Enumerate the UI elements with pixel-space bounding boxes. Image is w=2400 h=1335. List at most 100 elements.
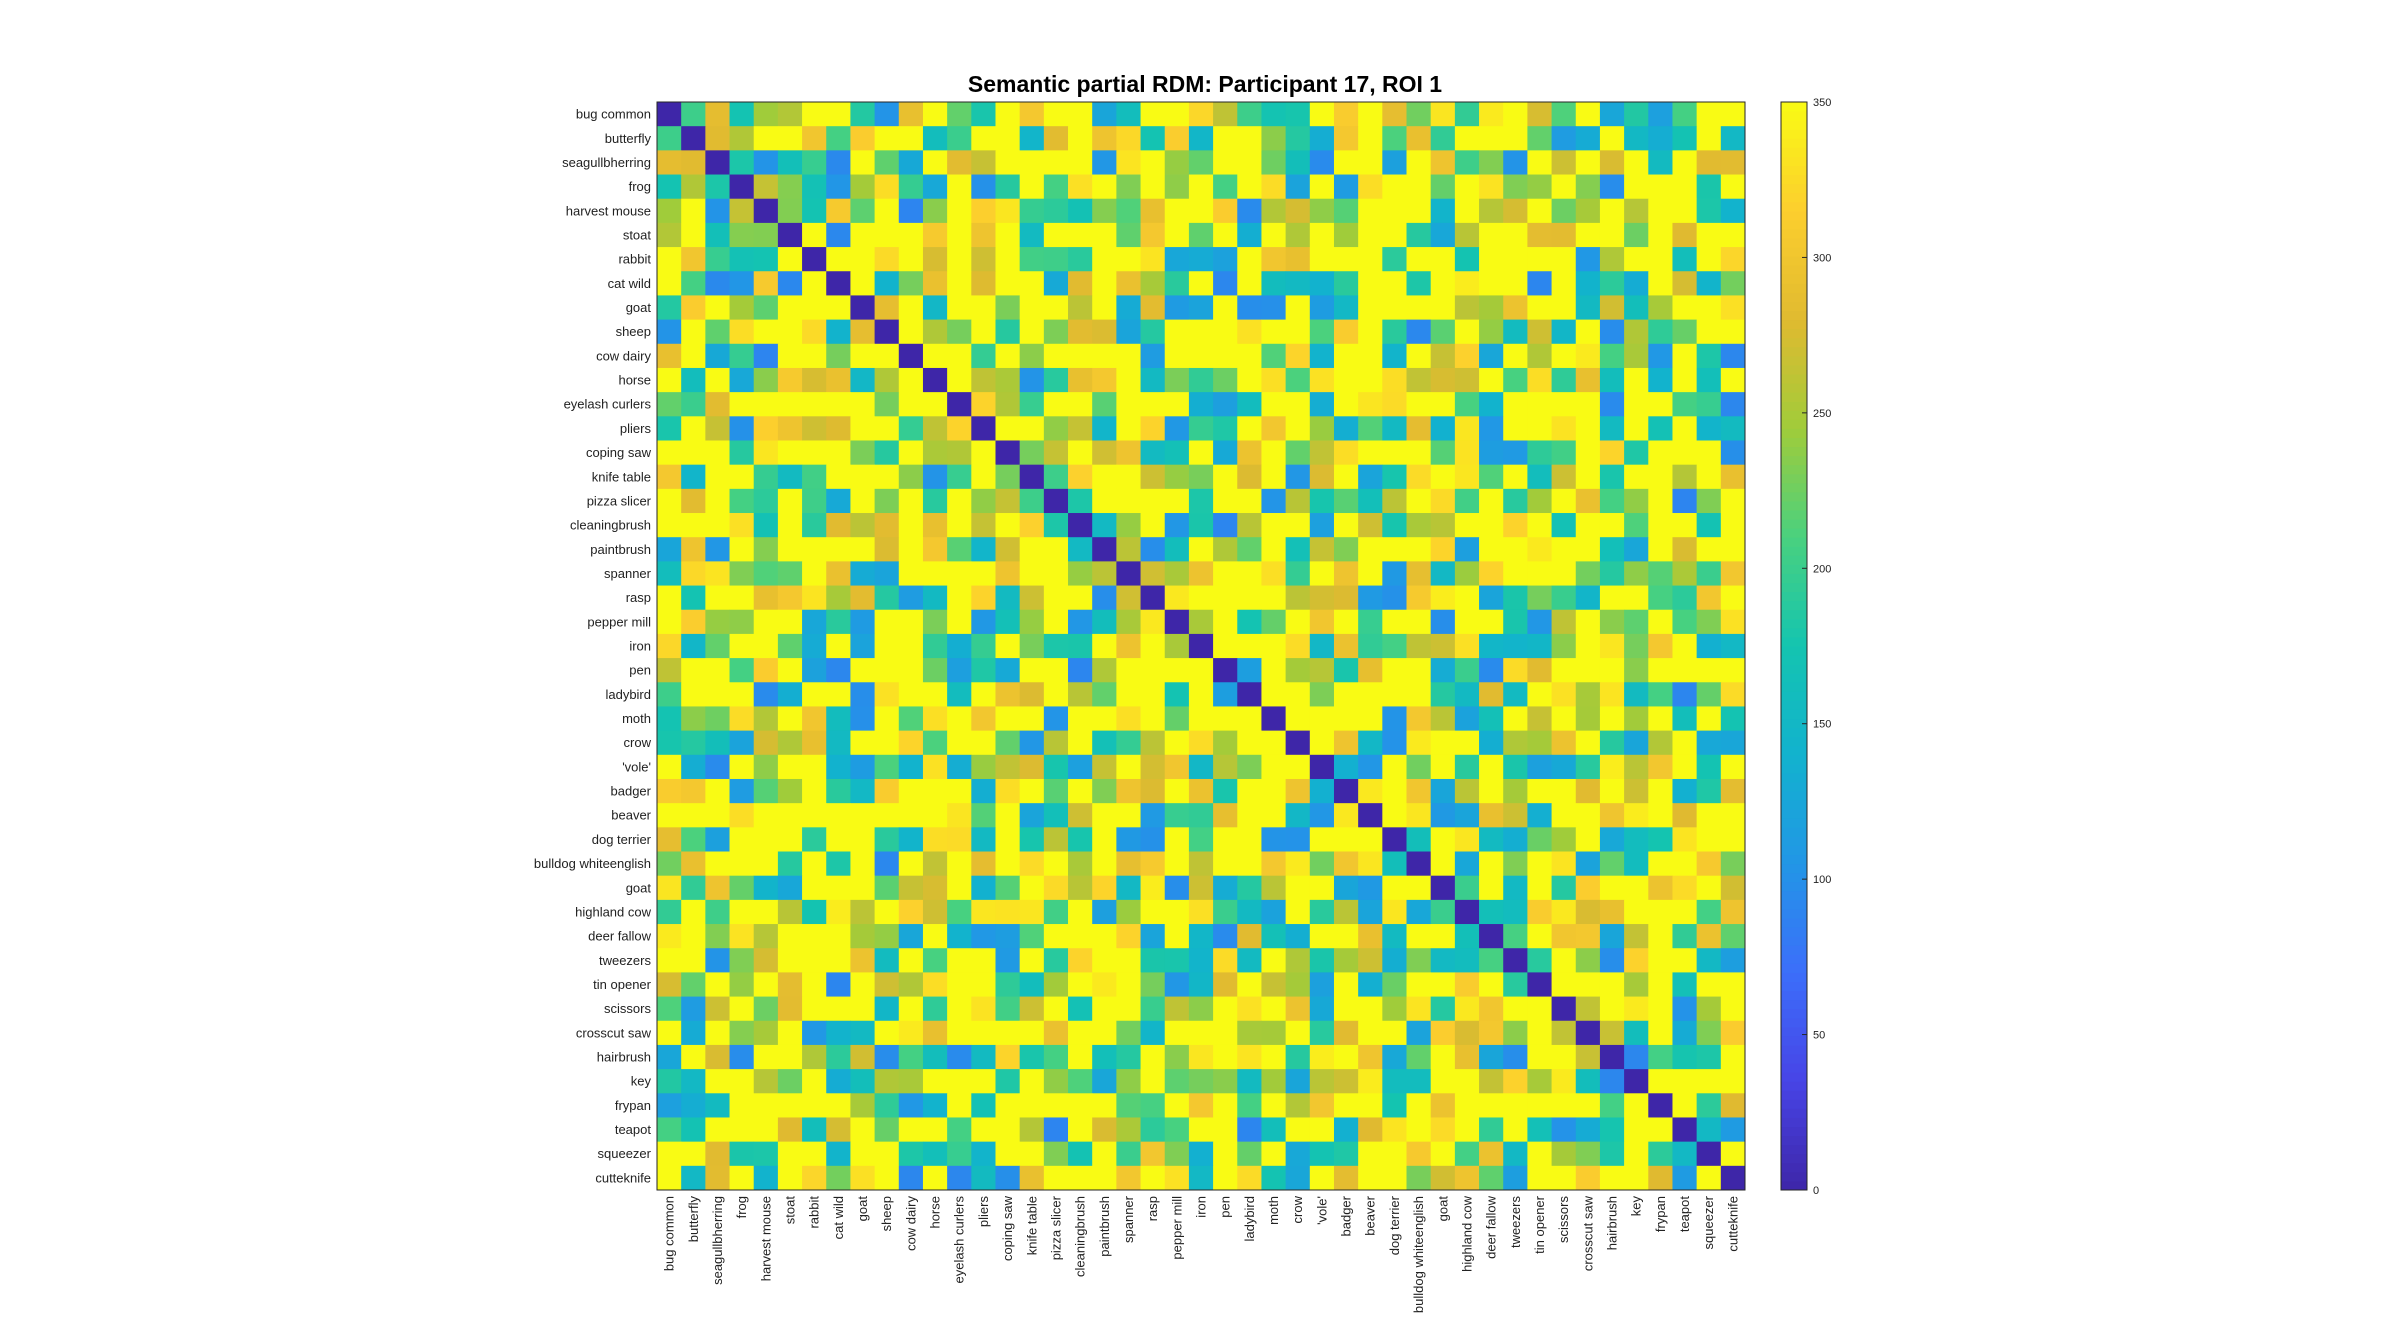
heatmap-cell [705,899,730,925]
heatmap-cell [1479,827,1504,852]
heatmap-cell [1599,851,1625,877]
colorbar-segment [1781,600,1807,611]
heatmap-cell [1333,1165,1359,1191]
heatmap-cell [898,1020,924,1046]
heatmap-cell [802,1044,827,1070]
column-label: badger [1339,1195,1354,1236]
heatmap-cell [1285,682,1311,707]
heatmap-cell [898,754,924,780]
heatmap-cell [1503,126,1528,151]
heatmap-cell [1648,972,1673,997]
heatmap-cell [971,609,996,635]
heatmap-cell [1648,537,1673,562]
row-label: cow dairy [596,348,651,363]
heatmap-cell [1309,126,1335,151]
heatmap-cell [1068,706,1093,732]
colorbar-segment [1781,1026,1807,1037]
heatmap-cell [1406,1020,1432,1046]
heatmap-cell [1672,1117,1698,1143]
colorbar-segment [1781,1153,1807,1164]
heatmap-cell [1261,102,1287,127]
heatmap-cell [850,174,875,200]
heatmap-cell [1043,488,1069,514]
heatmap-cell [874,609,900,635]
heatmap-cell [1382,875,1407,901]
heatmap-cell [1672,948,1698,973]
heatmap-cell [1309,319,1335,345]
heatmap-cell [826,392,851,417]
heatmap-cell [705,1141,730,1167]
heatmap-cell [753,1117,779,1143]
heatmap-cell [1527,319,1552,345]
heatmap-cell [826,416,851,441]
colorbar-segment [1781,718,1807,729]
heatmap-cell [705,319,730,345]
heatmap-cell [1188,561,1214,586]
heatmap-cell [1333,102,1359,127]
heatmap-cell [1019,247,1045,272]
heatmap-cell [729,1044,755,1070]
heatmap-cell [898,222,924,248]
heatmap-cell [1092,899,1117,925]
heatmap-cell [802,537,827,562]
heatmap-cell [1696,754,1722,780]
heatmap-cell [1454,150,1480,175]
heatmap-cell [971,633,996,659]
heatmap-cell [1333,682,1359,707]
heatmap-cell [1406,899,1432,925]
heatmap-cell [681,1117,706,1143]
heatmap-cell [1188,730,1214,756]
heatmap-cell [777,1069,803,1094]
heatmap-cell [1285,295,1311,320]
heatmap-cell [826,440,851,466]
heatmap-cell [1624,633,1649,659]
heatmap-cell [657,948,682,973]
heatmap-cell [874,996,900,1022]
heatmap-cell [1672,174,1698,200]
heatmap-cell [1406,488,1432,514]
heatmap-cell [802,416,827,441]
heatmap-cell [1599,440,1625,466]
heatmap-cell [1164,658,1190,683]
colorbar-segment [1781,111,1807,121]
heatmap-cell [1019,948,1045,973]
heatmap-cell [1479,658,1504,683]
heatmap-cell [1019,392,1045,417]
heatmap-cell [681,827,706,852]
heatmap-cell [1382,972,1407,997]
column-label: paintbrush [1097,1196,1112,1257]
heatmap-cell [657,367,682,393]
heatmap-cell [1333,295,1359,320]
heatmap-cell [1188,343,1214,369]
heatmap-cell [826,319,851,345]
heatmap-cell [1479,537,1504,562]
heatmap-cell [1720,948,1746,973]
heatmap-cell [1672,561,1698,586]
heatmap-cell [1672,222,1698,248]
heatmap-cell [1527,222,1552,248]
heatmap-cell [1092,440,1117,466]
heatmap-cell [1527,271,1552,296]
heatmap-cell [995,754,1021,780]
heatmap-cell [1237,609,1262,635]
heatmap-cell [1116,972,1141,997]
heatmap-cell [777,126,803,151]
heatmap-cell [1333,174,1359,200]
heatmap-cell [1092,658,1117,683]
heatmap-cell [1309,875,1335,901]
row-label: pen [629,663,651,678]
heatmap-cell [1720,706,1746,732]
heatmap-cell [1285,271,1311,296]
heatmap-cell [1599,827,1625,852]
heatmap-cell [1019,295,1045,320]
heatmap-cell [753,367,779,393]
heatmap-cell [1019,633,1045,659]
row-label: seagullbherring [562,155,651,170]
heatmap-cell [1164,706,1190,732]
heatmap-cell [1672,682,1698,707]
heatmap-cell [1116,1141,1141,1167]
colorbar-segment [1781,1090,1807,1100]
heatmap-cell [1696,1020,1722,1046]
heatmap-cell [1454,561,1480,586]
